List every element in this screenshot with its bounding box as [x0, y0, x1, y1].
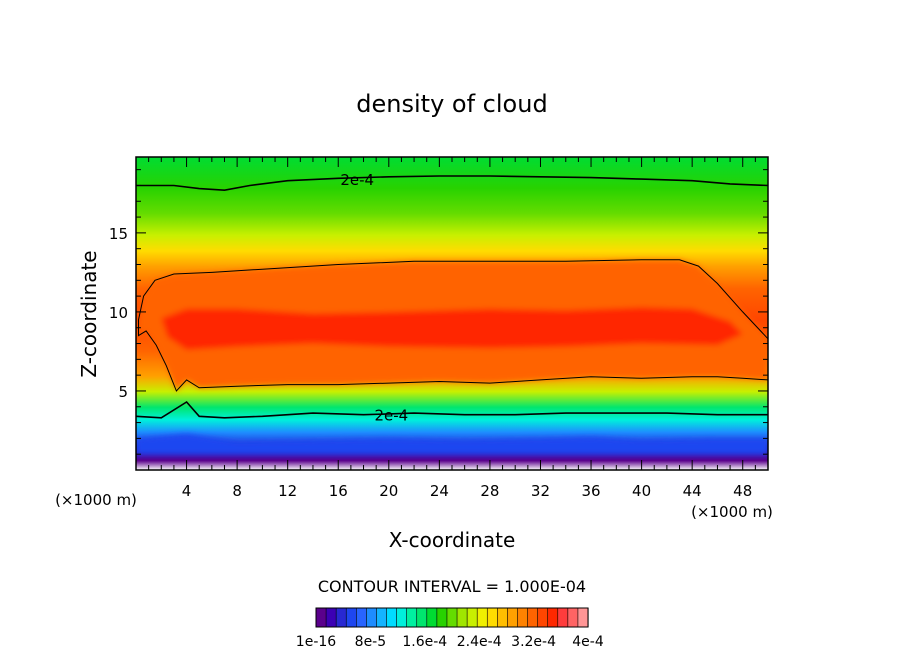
colorbar-frame [315, 607, 589, 628]
y-tick-label: 10 [109, 304, 128, 322]
colorbar-swatch [386, 607, 398, 628]
field-layer-max [161, 307, 743, 350]
colorbar-swatch [577, 607, 589, 628]
colorbar-tick-label: 1e-16 [296, 634, 336, 650]
colorbar-swatch [476, 607, 488, 628]
colorbar-tick-label: 8e-5 [355, 634, 386, 650]
colorbar-swatch [486, 607, 498, 628]
x-tick-label: 44 [683, 482, 702, 500]
colorbar-swatch [466, 607, 478, 628]
contour-2e-4-lower [136, 400, 768, 419]
x-axis-label: X-coordinate [389, 528, 516, 552]
x-tick-label: 20 [379, 482, 398, 500]
colorbar-labels: 1e-16 8e-5 1.6e-4 2.4e-4 3.2e-4 4e-4 [296, 634, 604, 650]
contour-lines [136, 175, 768, 419]
contour-1e-4 [138, 259, 768, 392]
x-tick-label: 28 [480, 482, 499, 500]
colorbar-swatch [335, 607, 347, 628]
colorbar-swatch [537, 607, 549, 628]
colorbar-swatch [325, 607, 337, 628]
x-unit-label-left: (×1000 m) [55, 491, 137, 509]
field-layer-low [136, 433, 768, 455]
colorbar-swatch [426, 607, 438, 628]
x-tick-label: 24 [430, 482, 449, 500]
colorbar-swatch [406, 607, 418, 628]
contour-labels: 2e-4 2e-4 [340, 171, 408, 425]
colorbar-swatch [507, 607, 519, 628]
colorbar-tick-label: 4e-4 [572, 634, 604, 650]
y-tick-label: 5 [118, 383, 128, 401]
colorbar-swatch [315, 607, 327, 628]
colorbar-swatch [456, 607, 468, 628]
colorbar-swatch [396, 607, 408, 628]
x-tick-label: 8 [232, 482, 242, 500]
colorbar-swatch [366, 607, 378, 628]
colorbar-swatch [567, 607, 579, 628]
contour-label: 2e-4 [374, 406, 408, 424]
colorbar-swatch [547, 607, 559, 628]
colorbar-tick-label: 3.2e-4 [511, 634, 556, 650]
y-tick-label: 15 [109, 225, 128, 243]
colorbar-swatch [436, 607, 448, 628]
x-tick-label: 12 [278, 482, 297, 500]
y-axis-label: Z-coordinate [77, 250, 101, 377]
colorbar-swatch [345, 607, 357, 628]
colorbar-swatch [446, 607, 458, 628]
contour-2e-4-upper [136, 175, 768, 192]
colorbar-tick-label: 1.6e-4 [402, 634, 447, 650]
field-layers [136, 259, 768, 455]
colorbar-swatch [376, 607, 388, 628]
colorbar-tick-label: 2.4e-4 [457, 634, 502, 650]
y-axis-ticks: 5 10 15 [109, 169, 768, 455]
plot-area [136, 157, 768, 470]
x-tick-label: 4 [182, 482, 192, 500]
x-unit-label-right: (×1000 m) [691, 503, 773, 521]
x-tick-label: 16 [329, 482, 348, 500]
x-tick-label: 32 [531, 482, 550, 500]
colorbar-swatch [517, 607, 529, 628]
colorbar-swatch [557, 607, 569, 628]
x-tick-label: 36 [581, 482, 600, 500]
x-tick-label: 48 [733, 482, 752, 500]
colorbar-swatch [527, 607, 539, 628]
colorbar-swatch [497, 607, 509, 628]
x-tick-label: 40 [632, 482, 651, 500]
colorbar [315, 607, 589, 628]
colorbar-swatch [355, 607, 367, 628]
colorbar-swatch [416, 607, 428, 628]
contour-interval-text: CONTOUR INTERVAL = 1.000E-04 [318, 577, 586, 596]
x-axis-ticks: 4 8 12 16 20 24 28 32 36 40 44 48 [148, 157, 756, 500]
contour-label: 2e-4 [340, 171, 374, 189]
chart-title: density of cloud [356, 90, 547, 118]
